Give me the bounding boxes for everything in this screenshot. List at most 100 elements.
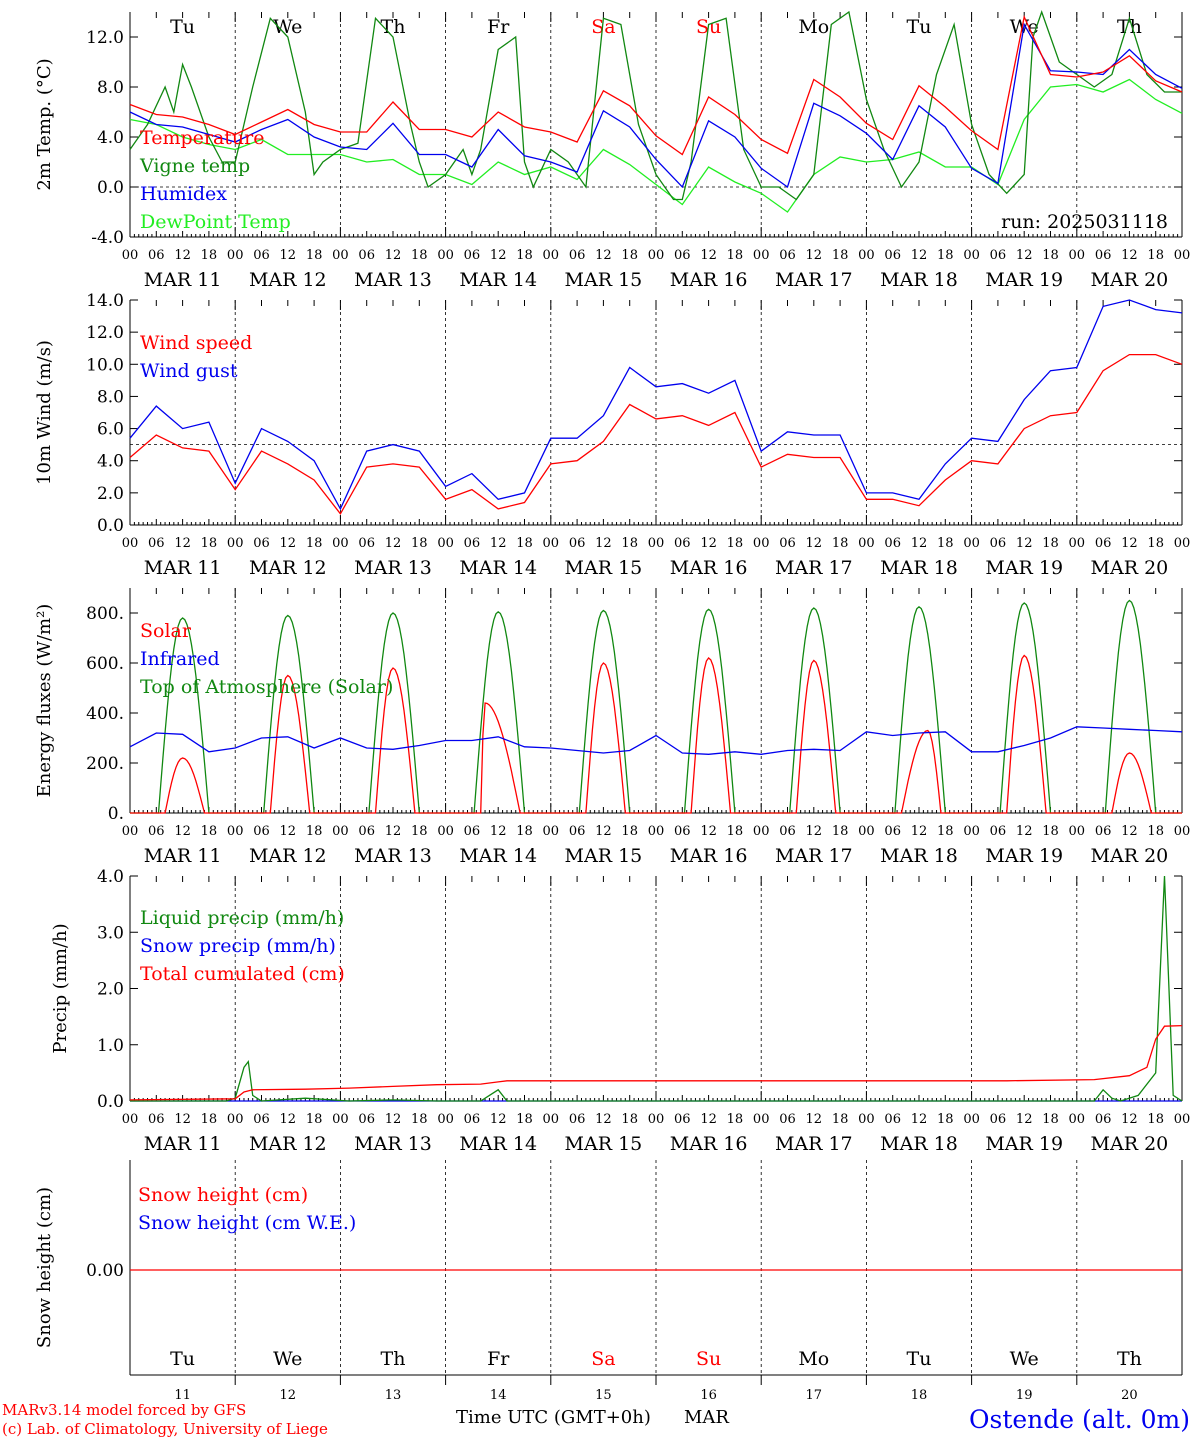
hour-label: 00 bbox=[1174, 536, 1191, 551]
weekday-label: Th bbox=[381, 16, 406, 38]
precipitation-panel: 0.0 1.0 2.0 3.0 4.0 Precip (mm/h) 00 06 12 18 00 06… bbox=[50, 867, 1190, 1155]
date-label: MAR 11 bbox=[144, 557, 222, 579]
day-number-label: 14 bbox=[490, 1388, 507, 1403]
hour-label: 00 bbox=[227, 1112, 244, 1127]
hour-label: 06 bbox=[779, 248, 796, 263]
weekday-label: Mo bbox=[798, 16, 829, 38]
hour-label: 06 bbox=[990, 824, 1007, 839]
hour-label: 06 bbox=[358, 248, 375, 263]
hour-label: 00 bbox=[858, 248, 875, 263]
wind-panel: 0.0 2.0 4.0 6.0 8.0 10.0 12.0 14.0 10m Wind (m/s… bbox=[34, 291, 1190, 579]
date-label: MAR 12 bbox=[249, 557, 327, 579]
date-label: MAR 14 bbox=[459, 269, 537, 291]
run-label: run: 2025031118 bbox=[1001, 211, 1168, 233]
weekday-label: We bbox=[273, 1348, 302, 1370]
date-label: MAR 14 bbox=[459, 557, 537, 579]
series-line-0 bbox=[130, 875, 1183, 1102]
hour-label: 00 bbox=[543, 248, 560, 263]
date-label: MAR 17 bbox=[775, 557, 853, 579]
date-label: MAR 18 bbox=[880, 1133, 958, 1155]
y-tick-label: 200. bbox=[86, 754, 124, 774]
hour-label: 18 bbox=[621, 1112, 638, 1127]
hour-label: 06 bbox=[358, 824, 375, 839]
hour-label: 06 bbox=[884, 824, 901, 839]
hour-label: 00 bbox=[437, 1112, 454, 1127]
hour-label: 12 bbox=[806, 1112, 823, 1127]
y-tick-label: 6.0 bbox=[97, 420, 124, 440]
series-line-0 bbox=[130, 654, 1182, 814]
day-number-label: 20 bbox=[1121, 1388, 1138, 1403]
hour-label: 06 bbox=[464, 1112, 481, 1127]
hour-label: 00 bbox=[858, 824, 875, 839]
date-label: MAR 16 bbox=[670, 269, 748, 291]
y-tick-label: 3.0 bbox=[97, 923, 124, 943]
weekday-label: We bbox=[1010, 1348, 1039, 1370]
y-axis-title: 2m Temp. (°C) bbox=[34, 58, 55, 190]
hour-label: 12 bbox=[700, 824, 717, 839]
hour-label: 06 bbox=[253, 1112, 270, 1127]
y-tick-label: 800. bbox=[86, 604, 124, 624]
hour-label: 18 bbox=[1042, 1112, 1059, 1127]
weekday-label: Th bbox=[1117, 16, 1142, 38]
legend-entry: Snow height (cm) bbox=[138, 1184, 308, 1206]
hour-label: 06 bbox=[253, 824, 270, 839]
weekday-label: Sa bbox=[591, 16, 615, 38]
hour-label: 18 bbox=[201, 248, 218, 263]
hour-label: 06 bbox=[1095, 536, 1112, 551]
hour-label: 18 bbox=[516, 248, 533, 263]
hour-label: 00 bbox=[332, 536, 349, 551]
hour-label: 06 bbox=[1095, 824, 1112, 839]
hour-label: 06 bbox=[884, 536, 901, 551]
weekday-label: Sa bbox=[591, 1348, 615, 1370]
date-label: MAR 19 bbox=[985, 845, 1063, 867]
hour-label: 06 bbox=[253, 536, 270, 551]
hour-label: 00 bbox=[1174, 824, 1191, 839]
hour-label: 00 bbox=[648, 824, 665, 839]
weekday-label: Fr bbox=[487, 1348, 510, 1370]
hour-label: 12 bbox=[911, 536, 928, 551]
date-label: MAR 15 bbox=[565, 845, 643, 867]
day-number-label: 17 bbox=[806, 1388, 823, 1403]
date-label: MAR 13 bbox=[354, 845, 432, 867]
hour-label: 06 bbox=[674, 536, 691, 551]
hour-label: 18 bbox=[621, 824, 638, 839]
legend-entry: Wind gust bbox=[140, 360, 238, 382]
series-line-0 bbox=[129, 353, 1183, 515]
hour-label: 18 bbox=[727, 248, 744, 263]
hour-label: 18 bbox=[937, 824, 954, 839]
y-tick-label: 14.0 bbox=[86, 291, 124, 311]
weekday-label: Tu bbox=[907, 16, 932, 38]
series-line-1 bbox=[129, 10, 1182, 201]
hour-label: 06 bbox=[1095, 248, 1112, 263]
y-tick-label: 4.0 bbox=[97, 867, 124, 887]
hour-label: 12 bbox=[806, 536, 823, 551]
hour-label: 12 bbox=[1016, 1112, 1033, 1127]
day-number-label: 15 bbox=[595, 1388, 612, 1403]
hour-label: 00 bbox=[963, 536, 980, 551]
hour-label: 00 bbox=[963, 824, 980, 839]
y-tick-label: 12.0 bbox=[86, 323, 124, 343]
hour-label: 00 bbox=[227, 248, 244, 263]
y-axis-title: Energy fluxes (W/m²) bbox=[34, 604, 55, 798]
hour-label: 12 bbox=[174, 1112, 191, 1127]
hour-label: 12 bbox=[1121, 1112, 1138, 1127]
time-axis-label: Time UTC (GMT+0h) bbox=[456, 1407, 651, 1428]
hour-label: 18 bbox=[516, 1112, 533, 1127]
legend-entry: Vigne temp bbox=[139, 155, 250, 177]
hour-label: 06 bbox=[358, 536, 375, 551]
legend-entry: Top of Atmosphere (Solar) bbox=[140, 676, 393, 698]
hour-label: 18 bbox=[516, 536, 533, 551]
hour-label: 00 bbox=[122, 824, 139, 839]
hour-label: 18 bbox=[201, 1112, 218, 1127]
date-label: MAR 18 bbox=[880, 845, 958, 867]
hour-label: 12 bbox=[174, 248, 191, 263]
hour-label: 18 bbox=[306, 536, 323, 551]
hour-label: 06 bbox=[148, 824, 165, 839]
hour-label: 00 bbox=[753, 824, 770, 839]
y-tick-label: 2.0 bbox=[97, 980, 124, 1000]
hour-label: 12 bbox=[490, 536, 507, 551]
hour-label: 06 bbox=[990, 1112, 1007, 1127]
hour-label: 12 bbox=[1016, 536, 1033, 551]
date-label: MAR 16 bbox=[670, 557, 748, 579]
date-label: MAR 18 bbox=[880, 557, 958, 579]
